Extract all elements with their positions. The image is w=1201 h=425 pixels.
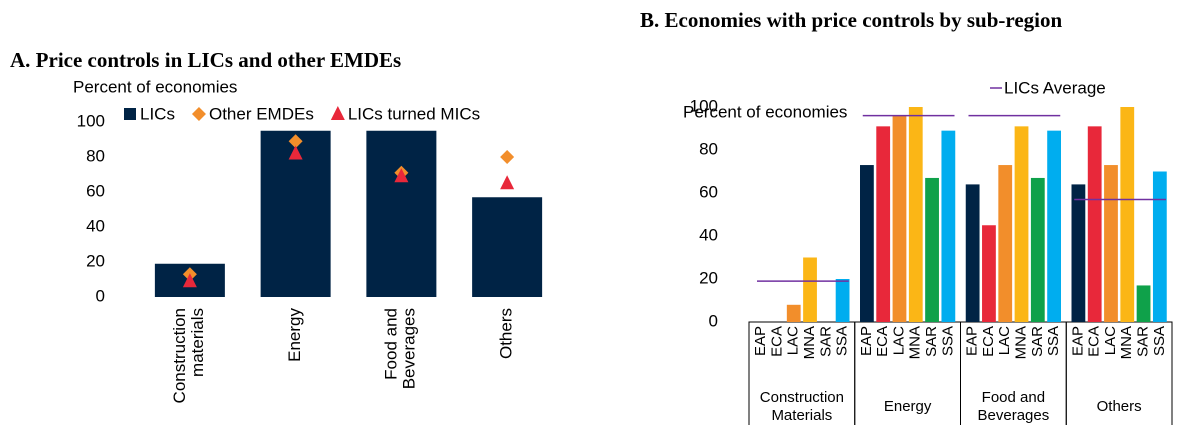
bar bbox=[786, 304, 801, 322]
bar bbox=[982, 225, 996, 322]
y-tick-label: 40 bbox=[699, 225, 718, 244]
legend-label: LICs turned MICs bbox=[348, 104, 480, 123]
x-sub-label: SSA bbox=[939, 326, 956, 356]
y-tick-label: 100 bbox=[77, 111, 105, 130]
x-sub-label: ECA bbox=[980, 326, 997, 357]
y-tick-label: 80 bbox=[699, 139, 718, 158]
y-tick-label: 60 bbox=[86, 181, 105, 200]
x-sub-label: MNA bbox=[907, 326, 924, 359]
y-tick-label: 80 bbox=[86, 146, 105, 165]
legend-label: Other EMDEs bbox=[209, 104, 314, 123]
y-axis-label: Percent of economies bbox=[683, 102, 847, 121]
bar bbox=[366, 130, 437, 297]
x-sub-label: LAC bbox=[996, 326, 1013, 355]
bar bbox=[965, 184, 980, 322]
bar bbox=[1087, 126, 1102, 322]
bar bbox=[803, 257, 817, 322]
bar bbox=[1104, 165, 1118, 322]
x-group-label: Food and Beverages bbox=[978, 389, 1050, 424]
x-sub-label: MNA bbox=[801, 326, 818, 359]
bar bbox=[876, 126, 891, 322]
bar bbox=[1047, 130, 1061, 322]
x-tick-label: Energy bbox=[285, 308, 304, 362]
bar bbox=[1014, 126, 1029, 322]
triangle-marker bbox=[394, 168, 409, 183]
triangle-marker bbox=[330, 106, 345, 120]
legend-label: LICs Average bbox=[1004, 78, 1106, 97]
x-sub-label: MNA bbox=[1118, 326, 1135, 359]
bar bbox=[835, 279, 850, 322]
x-sub-label: MNA bbox=[1012, 326, 1029, 359]
x-sub-label: EAP bbox=[752, 326, 769, 356]
x-group-label: Others bbox=[1097, 398, 1142, 415]
chart-title: B. Economies with price controls by sub-… bbox=[640, 8, 1062, 32]
x-group-label: Energy bbox=[884, 398, 932, 415]
chart-title: A. Price controls in LICs and other EMDE… bbox=[10, 48, 401, 72]
x-sub-label: SAR bbox=[923, 326, 940, 357]
x-sub-label: LAC bbox=[785, 326, 802, 355]
bar bbox=[860, 165, 874, 322]
x-sub-label: LAC bbox=[1102, 326, 1119, 355]
bar bbox=[1120, 107, 1135, 322]
triangle-marker bbox=[288, 145, 303, 160]
diamond-marker bbox=[288, 134, 303, 149]
y-axis-label: Percent of economies bbox=[73, 77, 237, 96]
bar bbox=[472, 197, 543, 297]
x-tick-label: Food andBeverages bbox=[382, 308, 419, 389]
x-tick-label: Constructionmaterials bbox=[170, 308, 207, 403]
x-sub-label: SSA bbox=[834, 326, 851, 356]
x-sub-label: LAC bbox=[890, 326, 907, 355]
bar bbox=[1152, 171, 1167, 322]
bar bbox=[892, 115, 907, 322]
x-sub-label: ECA bbox=[768, 326, 785, 357]
diamond-marker bbox=[500, 150, 515, 164]
y-tick-label: 20 bbox=[86, 251, 105, 270]
x-sub-label: EAP bbox=[1069, 326, 1086, 356]
x-tick-label: Others bbox=[497, 308, 516, 359]
x-sub-label: SSA bbox=[1045, 326, 1062, 356]
x-sub-label: SAR bbox=[817, 326, 834, 357]
bar bbox=[925, 177, 939, 322]
y-tick-label: 40 bbox=[86, 216, 105, 235]
y-tick-label: 100 bbox=[690, 96, 718, 115]
legend-swatch bbox=[124, 108, 136, 120]
x-sub-label: EAP bbox=[858, 326, 875, 356]
bar bbox=[1071, 184, 1086, 322]
y-tick-label: 0 bbox=[96, 286, 105, 305]
x-sub-label: SAR bbox=[1135, 326, 1152, 357]
bar bbox=[941, 130, 956, 322]
y-tick-label: 0 bbox=[709, 311, 718, 330]
x-sub-label: EAP bbox=[964, 326, 981, 356]
triangle-marker bbox=[182, 273, 197, 288]
triangle-marker bbox=[500, 175, 515, 190]
x-sub-label: ECA bbox=[1086, 326, 1103, 357]
legend-label: LICs bbox=[140, 104, 175, 123]
x-sub-label: ECA bbox=[874, 326, 891, 357]
bar bbox=[1030, 177, 1045, 322]
bar bbox=[1136, 285, 1151, 322]
diamond-marker bbox=[191, 107, 206, 121]
y-tick-label: 20 bbox=[699, 268, 718, 287]
bar bbox=[908, 107, 923, 322]
x-sub-label: SSA bbox=[1151, 326, 1168, 356]
x-group-label: Construction Materials bbox=[760, 389, 844, 424]
group-box bbox=[1065, 321, 1173, 425]
bar bbox=[998, 165, 1013, 322]
x-sub-label: SAR bbox=[1029, 326, 1046, 357]
y-tick-label: 60 bbox=[699, 182, 718, 201]
